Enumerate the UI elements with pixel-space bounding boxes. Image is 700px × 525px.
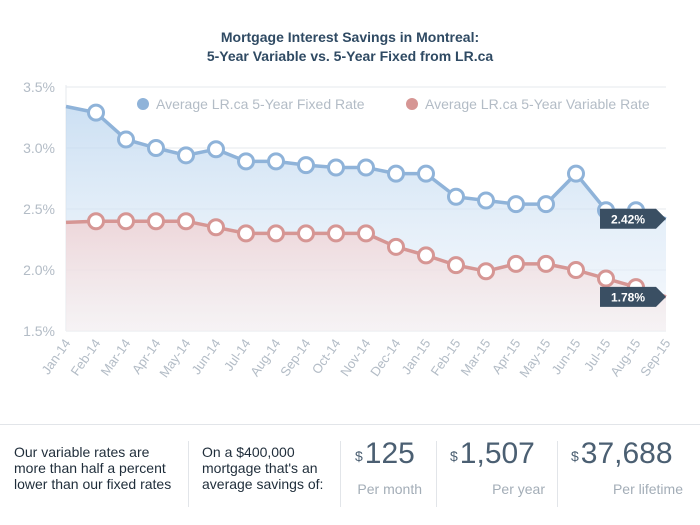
y-tick-label: 3.0% <box>23 140 55 156</box>
x-tick-label: May-15 <box>516 336 553 380</box>
stat-value: $125 <box>355 437 415 470</box>
stat-per-year: $1,507 Per year <box>450 437 545 517</box>
x-tick-label: May-14 <box>156 336 193 380</box>
data-point <box>237 152 255 171</box>
value-tooltip: 1.78% <box>600 286 666 307</box>
note-line: lower than our fixed rates <box>14 476 172 492</box>
data-point <box>267 224 285 243</box>
data-point <box>177 146 195 165</box>
tooltip-label: 2.42% <box>611 212 645 226</box>
x-tick-label: Sep-15 <box>637 336 673 379</box>
data-point <box>597 269 615 288</box>
data-point <box>507 195 525 214</box>
data-point <box>357 224 375 243</box>
legend-label: Average LR.ca 5-Year Fixed Rate <box>156 96 365 112</box>
data-point <box>207 218 225 237</box>
data-point <box>87 103 105 122</box>
data-point <box>147 212 165 231</box>
savings-summary: Our variable rates are more than half a … <box>0 424 700 525</box>
data-point <box>477 191 495 210</box>
stat-label: Per year <box>492 481 545 497</box>
y-tick-label: 3.5% <box>23 79 55 95</box>
x-tick-label: Jun-15 <box>548 336 583 377</box>
note-line: Our variable rates are <box>14 444 150 460</box>
data-point <box>447 187 465 206</box>
data-point <box>297 156 315 175</box>
data-point <box>567 164 585 183</box>
data-point <box>417 246 435 265</box>
legend-marker <box>137 98 149 110</box>
note-line: mortgage that's an <box>202 460 318 476</box>
y-tick-label: 2.5% <box>23 201 55 217</box>
legend-label: Average LR.ca 5-Year Variable Rate <box>425 96 650 112</box>
data-point <box>537 254 555 273</box>
chart-title: Mortgage Interest Savings in Montreal: 5… <box>0 28 700 66</box>
y-tick-label: 1.5% <box>23 323 55 339</box>
divider <box>436 441 437 507</box>
note-line: more than half a percent <box>14 460 166 476</box>
data-point <box>327 224 345 243</box>
data-point <box>177 212 195 231</box>
value-tooltip: 2.42% <box>600 208 666 229</box>
chart-title-line2: 5-Year Variable vs. 5-Year Fixed from LR… <box>206 48 494 64</box>
data-point <box>357 158 375 177</box>
data-point <box>297 224 315 243</box>
line-chart: 1.5% 2.0% 2.5% 3.0% 3.5% 2.42% 1.78% Average LR… <box>23 79 673 380</box>
stat-value: $1,507 <box>450 437 535 470</box>
x-tick-label: Dec-14 <box>367 336 403 379</box>
stat-label: Per lifetime <box>612 481 683 497</box>
data-point <box>237 224 255 243</box>
x-tick-label: Feb-14 <box>68 336 104 378</box>
data-point <box>387 164 405 183</box>
y-tick-label: 2.0% <box>23 262 55 278</box>
tooltip-label: 1.78% <box>611 290 645 304</box>
stat-value: $37,688 <box>571 437 673 470</box>
data-point <box>387 237 405 256</box>
data-point <box>537 195 555 214</box>
data-point <box>117 130 135 149</box>
divider <box>340 441 341 507</box>
x-tick-label: Mar-15 <box>458 336 494 378</box>
legend-marker <box>406 98 418 110</box>
data-point <box>477 262 495 281</box>
note-line: On a $400,000 <box>202 444 295 460</box>
tooltip-box <box>600 286 666 307</box>
stat-label: Per month <box>357 481 422 497</box>
stat-per-lifetime: $37,688 Per lifetime <box>571 437 683 517</box>
x-tick-label: Mar-14 <box>98 336 134 378</box>
stat-per-month: $125 Per month <box>355 437 422 517</box>
variable-rate-note: Our variable rates are more than half a … <box>14 444 171 492</box>
chart-title-line1: Mortgage Interest Savings in Montreal: <box>220 29 480 45</box>
x-tick-label: Sep-14 <box>277 336 313 379</box>
data-point <box>447 256 465 275</box>
data-point <box>507 254 525 273</box>
savings-note: On a $400,000 mortgage that's an average… <box>202 444 323 492</box>
x-tick-label: Nov-14 <box>337 336 373 379</box>
data-point <box>87 212 105 231</box>
divider <box>188 441 189 507</box>
divider <box>557 441 558 507</box>
x-tick-label: Jun-14 <box>188 336 223 377</box>
data-point <box>327 158 345 177</box>
data-point <box>567 261 585 279</box>
note-line: average savings of: <box>202 476 324 492</box>
series-area <box>66 221 666 331</box>
data-point <box>117 212 135 231</box>
tooltip-box <box>600 208 666 229</box>
x-tick-label: Aug-14 <box>247 336 283 379</box>
x-tick-label: Aug-15 <box>607 336 643 379</box>
data-point <box>267 152 285 171</box>
data-point <box>207 140 225 159</box>
data-point <box>417 164 435 183</box>
data-point <box>147 139 165 157</box>
x-tick-label: Feb-15 <box>428 336 464 378</box>
